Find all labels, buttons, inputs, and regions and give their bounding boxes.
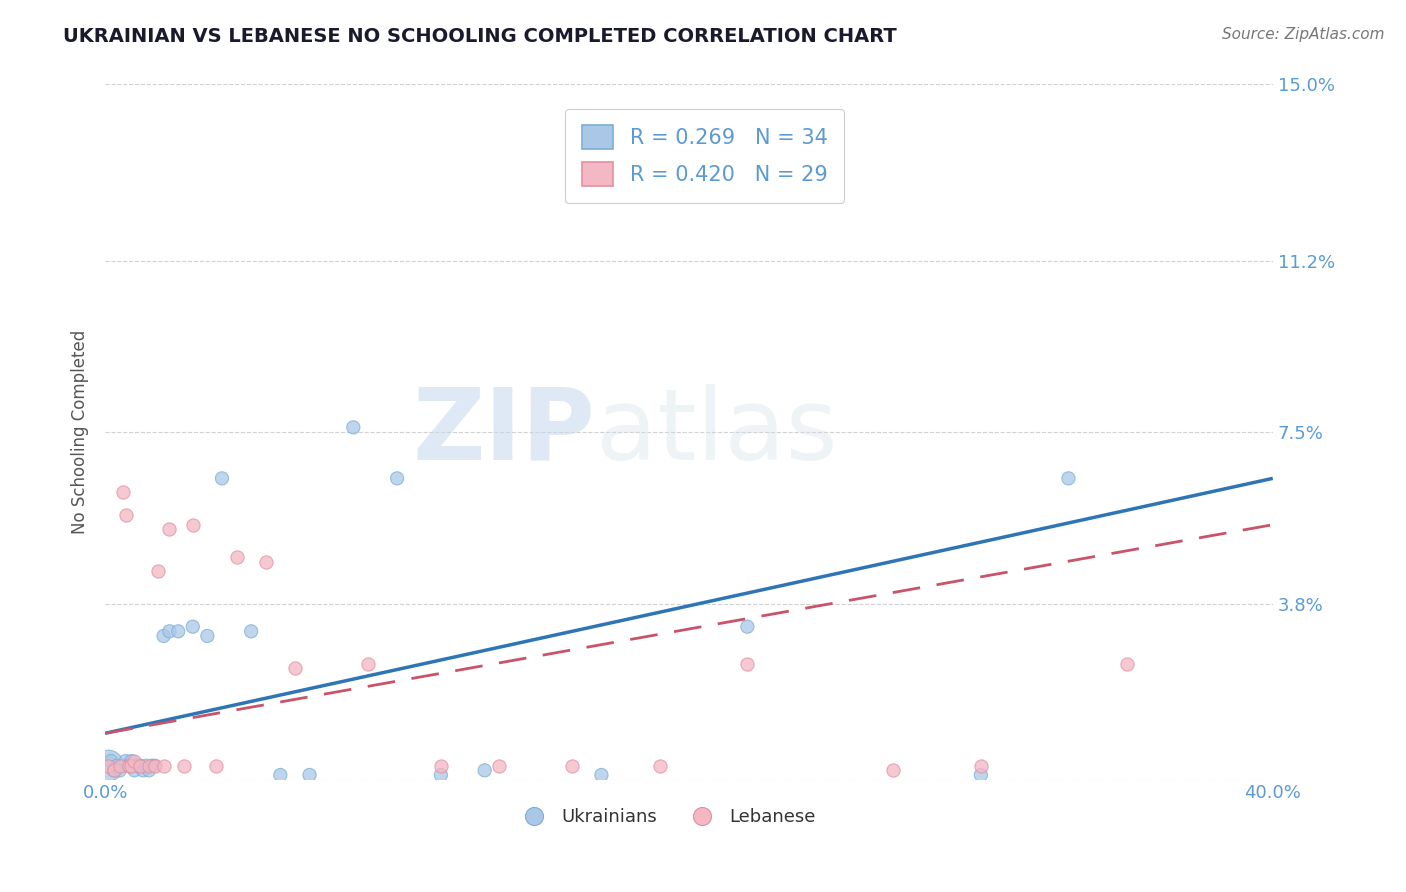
Point bbox=[970, 758, 993, 772]
Point bbox=[181, 620, 204, 634]
Point bbox=[143, 758, 166, 772]
Point bbox=[152, 758, 174, 772]
Point bbox=[114, 754, 136, 768]
Point bbox=[117, 758, 139, 772]
Point bbox=[737, 620, 759, 634]
Point bbox=[138, 764, 160, 778]
Point bbox=[561, 758, 583, 772]
Point bbox=[129, 758, 152, 772]
Point bbox=[152, 629, 174, 643]
Text: UKRAINIAN VS LEBANESE NO SCHOOLING COMPLETED CORRELATION CHART: UKRAINIAN VS LEBANESE NO SCHOOLING COMPL… bbox=[63, 27, 897, 45]
Point bbox=[269, 768, 291, 782]
Point bbox=[298, 768, 321, 782]
Point bbox=[143, 758, 166, 772]
Point bbox=[173, 758, 195, 772]
Point bbox=[127, 758, 149, 772]
Point bbox=[105, 758, 128, 772]
Point bbox=[132, 764, 155, 778]
Point bbox=[254, 555, 277, 569]
Point bbox=[117, 758, 139, 772]
Point bbox=[103, 764, 125, 778]
Point bbox=[121, 758, 143, 772]
Point bbox=[108, 758, 131, 772]
Text: Source: ZipAtlas.com: Source: ZipAtlas.com bbox=[1222, 27, 1385, 42]
Point bbox=[146, 564, 169, 578]
Point bbox=[430, 768, 453, 782]
Point bbox=[488, 758, 510, 772]
Point bbox=[430, 758, 453, 772]
Point bbox=[357, 657, 380, 671]
Point bbox=[342, 420, 364, 434]
Point bbox=[737, 657, 759, 671]
Point bbox=[970, 768, 993, 782]
Point bbox=[121, 754, 143, 768]
Point bbox=[97, 758, 120, 772]
Point bbox=[111, 758, 134, 772]
Point bbox=[167, 624, 190, 639]
Point bbox=[135, 758, 157, 772]
Point bbox=[240, 624, 263, 639]
Point bbox=[225, 550, 247, 565]
Point bbox=[211, 471, 233, 485]
Point bbox=[648, 758, 671, 772]
Point bbox=[1115, 657, 1137, 671]
Point bbox=[284, 661, 307, 675]
Point bbox=[205, 758, 228, 772]
Point bbox=[100, 754, 122, 768]
Point bbox=[474, 764, 496, 778]
Legend: Ukrainians, Lebanese: Ukrainians, Lebanese bbox=[509, 801, 823, 833]
Point bbox=[591, 768, 613, 782]
Y-axis label: No Schooling Completed: No Schooling Completed bbox=[72, 330, 89, 534]
Point bbox=[114, 508, 136, 523]
Text: atlas: atlas bbox=[596, 384, 837, 481]
Point bbox=[195, 629, 218, 643]
Point bbox=[108, 764, 131, 778]
Point bbox=[97, 758, 120, 772]
Point bbox=[124, 764, 146, 778]
Point bbox=[129, 758, 152, 772]
Point bbox=[124, 754, 146, 768]
Point bbox=[882, 764, 904, 778]
Point bbox=[138, 758, 160, 772]
Point bbox=[1057, 471, 1080, 485]
Point bbox=[159, 624, 181, 639]
Point bbox=[385, 471, 408, 485]
Point bbox=[103, 764, 125, 778]
Point bbox=[159, 522, 181, 536]
Point bbox=[141, 758, 163, 772]
Point bbox=[181, 517, 204, 532]
Point bbox=[111, 485, 134, 500]
Text: ZIP: ZIP bbox=[413, 384, 596, 481]
